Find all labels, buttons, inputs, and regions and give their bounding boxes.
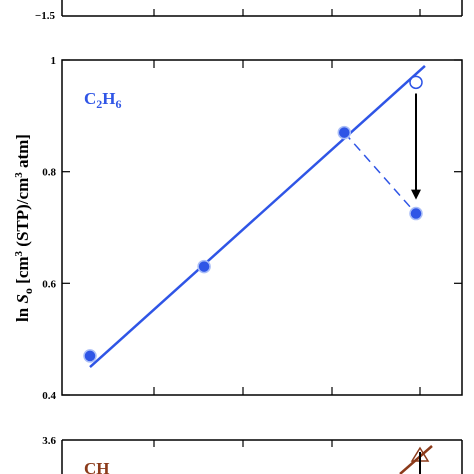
open-data-point [409, 75, 423, 90]
y-axis-label-sup2: 3 [13, 172, 25, 178]
bottom-annotation-h: H [96, 459, 109, 474]
y-axis-label-sup1: 3 [13, 250, 25, 256]
top-panel-y-tick-label: −1.5 [35, 10, 56, 22]
y-tick-label: 1 [51, 55, 57, 67]
y-tick-label: 0.6 [42, 278, 56, 290]
annotation-sub-2: 2 [96, 97, 102, 111]
fit-line [89, 65, 426, 369]
bottom-panel-y-tick-label: 3.6 [42, 435, 56, 447]
data-point [337, 125, 352, 140]
bottom-panel-series-line [399, 445, 433, 474]
data-point [197, 259, 211, 274]
y-tick-label: 0.8 [42, 167, 56, 179]
y-axis-label-rest2: (STP)/cm [13, 178, 32, 251]
annotation-sub-6: 6 [116, 97, 122, 111]
bottom-annotation-c: C [84, 459, 96, 474]
y-axis-label-s: S [13, 294, 32, 303]
y-tick-label: 0.4 [42, 390, 56, 402]
dashed-connector [343, 132, 417, 215]
plot-frame [61, 59, 463, 396]
y-axis-label-ln: ln [13, 304, 32, 322]
bottom-panel: 3.6 CH [42, 435, 463, 474]
top-panel: −1.5 [35, 0, 463, 22]
series-annotation: C2H6 [84, 89, 122, 111]
data-point [409, 206, 423, 221]
arrow-head [411, 189, 421, 200]
middle-panel: 1 0.8 0.6 0.4 ln So [cm3 (STP)/cm3 atm] … [13, 55, 463, 402]
y-axis-label-sub: o [21, 288, 35, 294]
data-point [83, 349, 97, 363]
y-axis-label: ln So [cm3 (STP)/cm3 atm] [13, 134, 35, 322]
data-marks [83, 65, 426, 369]
bottom-panel-annotation: CH [84, 459, 110, 474]
annotation-h: H [102, 89, 115, 108]
y-axis-label-rest3: atm] [13, 134, 32, 172]
y-axis-label-rest1: [cm [13, 256, 32, 288]
annotation-c: C [84, 89, 96, 108]
